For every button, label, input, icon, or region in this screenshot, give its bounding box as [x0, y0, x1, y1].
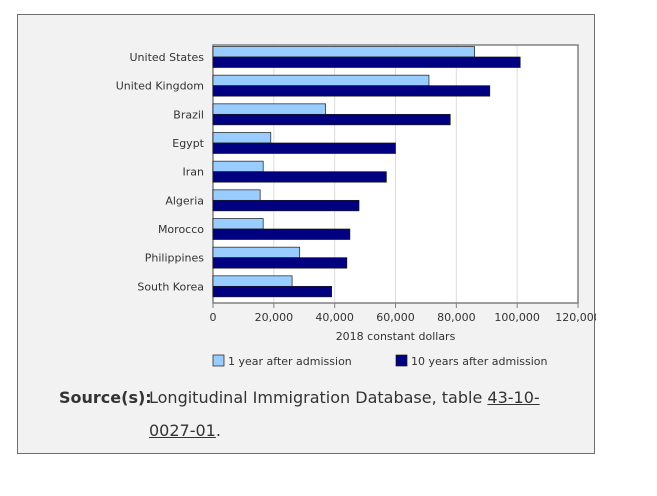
bar-10yr-algeria: [212, 199, 360, 212]
legend-swatch: [395, 354, 408, 367]
legend-label: 10 years after admission: [411, 355, 548, 368]
category-label: United Kingdom: [116, 80, 204, 93]
bar-1yr-united-kingdom: [212, 74, 430, 87]
legend-label: 1 year after admission: [228, 355, 352, 368]
bar-10yr-south-korea: [212, 285, 332, 298]
bar-1yr-iran: [212, 160, 264, 173]
bar-10yr-iran: [212, 171, 387, 183]
x-tick-label: 40,000: [315, 311, 354, 324]
source-label: Source(s):: [59, 388, 152, 407]
chart-figure: United States United Kingdom Brazil Egypt Ir…: [17, 14, 596, 454]
bar-1yr-egypt: [212, 132, 272, 144]
source-description: Longitudinal Immigration Database, table: [149, 388, 488, 407]
bar-1yr-algeria: [212, 189, 261, 201]
source-note: Source(s): Longitudinal Immigration Data…: [59, 381, 579, 440]
bar-10yr-philippines: [212, 257, 348, 269]
x-tick-label: 0: [210, 311, 217, 324]
x-tick-label: 60,000: [376, 311, 415, 324]
x-axis-ticks: 0 20,000 40,000 60,000 80,000 100,000 120,000: [210, 303, 596, 324]
bar-10yr-morocco: [212, 228, 351, 240]
table-link[interactable]: 43-10-0027-01: [149, 388, 540, 440]
category-label: United States: [130, 51, 205, 64]
bar-1yr-south-korea: [212, 275, 293, 287]
category-label: South Korea: [137, 280, 204, 293]
x-tick-label: 80,000: [437, 311, 476, 324]
category-label: Iran: [183, 166, 205, 179]
bar-10yr-united-kingdom: [212, 85, 491, 97]
bar-1yr-philippines: [212, 246, 301, 259]
bar-10yr-united-states: [212, 56, 521, 68]
bar-10yr-brazil: [212, 113, 451, 126]
source-suffix: .: [215, 421, 221, 440]
source-text: Longitudinal Immigration Database, table…: [149, 381, 569, 447]
bar-1yr-morocco: [212, 218, 264, 230]
category-label: Egypt: [172, 137, 204, 150]
category-label: Philippines: [145, 252, 205, 265]
bar-chart: United States United Kingdom Brazil Egypt Ir…: [116, 44, 596, 368]
legend: 1 year after admission 10 years after adm…: [212, 354, 548, 368]
legend-swatch: [212, 354, 225, 367]
bar-1yr-united-states: [212, 46, 475, 58]
x-tick-label: 100,000: [494, 311, 540, 324]
bar-1yr-brazil: [212, 103, 326, 115]
category-label: Morocco: [158, 223, 204, 236]
x-axis-title: 2018 constant dollars: [336, 330, 456, 343]
category-label: Algeria: [165, 194, 204, 207]
bar-10yr-egypt: [212, 142, 396, 154]
x-tick-label: 20,000: [255, 311, 294, 324]
category-label: Brazil: [173, 108, 204, 121]
x-tick-label: 120,000: [555, 311, 596, 324]
category-labels: United States United Kingdom Brazil Egypt Ir…: [116, 51, 205, 293]
bars: [212, 46, 521, 298]
